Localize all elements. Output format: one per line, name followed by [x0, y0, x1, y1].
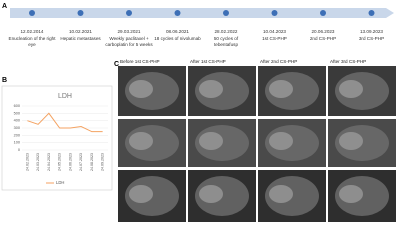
- image-header: After 3rd CS-PHP: [330, 59, 366, 64]
- y-tick-label: 100: [14, 141, 20, 145]
- event-date: 13.09.2023: [360, 29, 383, 34]
- timeline-dot: [368, 10, 375, 16]
- figure: A B C LDH 0 100 200 300 400 500 600 24.02.2023 24.03…: [1, 2, 396, 222]
- x-tick-label: 24.09.2023: [101, 153, 105, 171]
- x-tick-label: 24.03.2023: [36, 153, 40, 171]
- timeline-dot: [174, 10, 181, 16]
- chart-title: LDH: [58, 93, 72, 100]
- image-header: After 1st CS-PHP: [190, 59, 226, 64]
- x-tick-label: 24.04.2023: [47, 153, 51, 171]
- event-date: 10.04.2023: [263, 29, 286, 34]
- mri-organ: [199, 132, 223, 150]
- mri-organ: [269, 80, 293, 98]
- mri-organ: [339, 80, 363, 98]
- x-tick-label: 24.02.2023: [25, 153, 29, 171]
- timeline-event: 20.06.2023 2nd CS-PHP: [299, 29, 347, 42]
- event-text: 3rd CS-PHP: [358, 36, 385, 42]
- mri-organ: [199, 80, 223, 98]
- event-date: 08.06.2021: [166, 29, 189, 34]
- panel-label: B: [2, 77, 7, 84]
- mri-organ: [129, 80, 153, 98]
- y-tick-label: 300: [14, 126, 20, 130]
- event-text: Hepatic metastases: [60, 36, 101, 42]
- timeline-arrow: [10, 8, 394, 18]
- image-header: After 2nd CS-PHP: [260, 59, 297, 64]
- timeline-event: 29.03.2021 Weekly paclitaxel + carboplati…: [105, 29, 153, 47]
- image-header: Before 1st CS-PHP: [120, 59, 160, 64]
- event-text: Weekly paclitaxel + carboplatin for 5 we…: [105, 36, 153, 47]
- timeline-dot: [29, 10, 35, 16]
- event-text: 50 cycles of tebentafusp: [213, 36, 239, 47]
- figure-graphics: A B C LDH 0 100 200 300 400 500 600 24.02.2023 24.03…: [1, 3, 396, 222]
- x-tick-label: 24.08.2023: [90, 153, 94, 171]
- y-tick-label: 200: [14, 133, 20, 137]
- timeline-event: 10.02.2021 Hepatic metastases: [57, 29, 105, 42]
- x-tick-label: 24.05.2023: [58, 153, 62, 171]
- timeline-dot: [126, 10, 132, 16]
- event-date: 20.06.2023: [311, 29, 335, 34]
- y-tick-label: 500: [14, 111, 20, 115]
- timeline-event: 28.02.2022 50 cycles of tebentafusp: [202, 29, 250, 47]
- timeline-event: 12.02.2014 Enucleation of the right eye: [8, 29, 56, 47]
- timeline-dot: [223, 10, 229, 16]
- mri-organ: [269, 132, 293, 150]
- timeline-event: 08.06.2021 18 cycles of nivolumab: [154, 29, 202, 42]
- mri-organ: [199, 185, 223, 203]
- legend-label: LDH: [56, 180, 64, 185]
- timeline-dot: [320, 10, 326, 16]
- mri-organ: [129, 132, 153, 150]
- event-date: 12.02.2014: [20, 29, 44, 34]
- event-text: 1st CS-PHP: [262, 36, 287, 42]
- event-text: 2nd CS-PHP: [309, 36, 337, 42]
- data-line: [27, 112, 103, 133]
- timeline-event: 13.09.2023 3rd CS-PHP: [348, 29, 396, 42]
- event-date: 28.02.2022: [214, 29, 238, 34]
- timeline-dot: [271, 10, 278, 16]
- y-tick-label: 0: [18, 148, 20, 152]
- panel-label: A: [2, 3, 7, 10]
- timeline-dot: [77, 10, 84, 16]
- timeline-event: 10.04.2023 1st CS-PHP: [251, 29, 299, 42]
- event-text: Enucleation of the right eye: [8, 36, 56, 47]
- panel-label: C: [114, 61, 119, 68]
- mri-organ: [129, 185, 153, 203]
- x-tick-label: 24.07.2023: [79, 153, 83, 171]
- mri-organ: [269, 185, 293, 203]
- event-date: 29.03.2021: [117, 29, 141, 34]
- x-tick-label: 24.06.2023: [68, 153, 72, 171]
- event-date: 10.02.2021: [69, 29, 92, 34]
- mri-organ: [339, 132, 363, 150]
- event-text: 18 cycles of nivolumab: [154, 36, 201, 42]
- chart-frame: [1, 85, 113, 191]
- y-tick-label: 400: [14, 119, 20, 123]
- mri-organ: [339, 185, 363, 203]
- y-tick-label: 600: [14, 104, 20, 108]
